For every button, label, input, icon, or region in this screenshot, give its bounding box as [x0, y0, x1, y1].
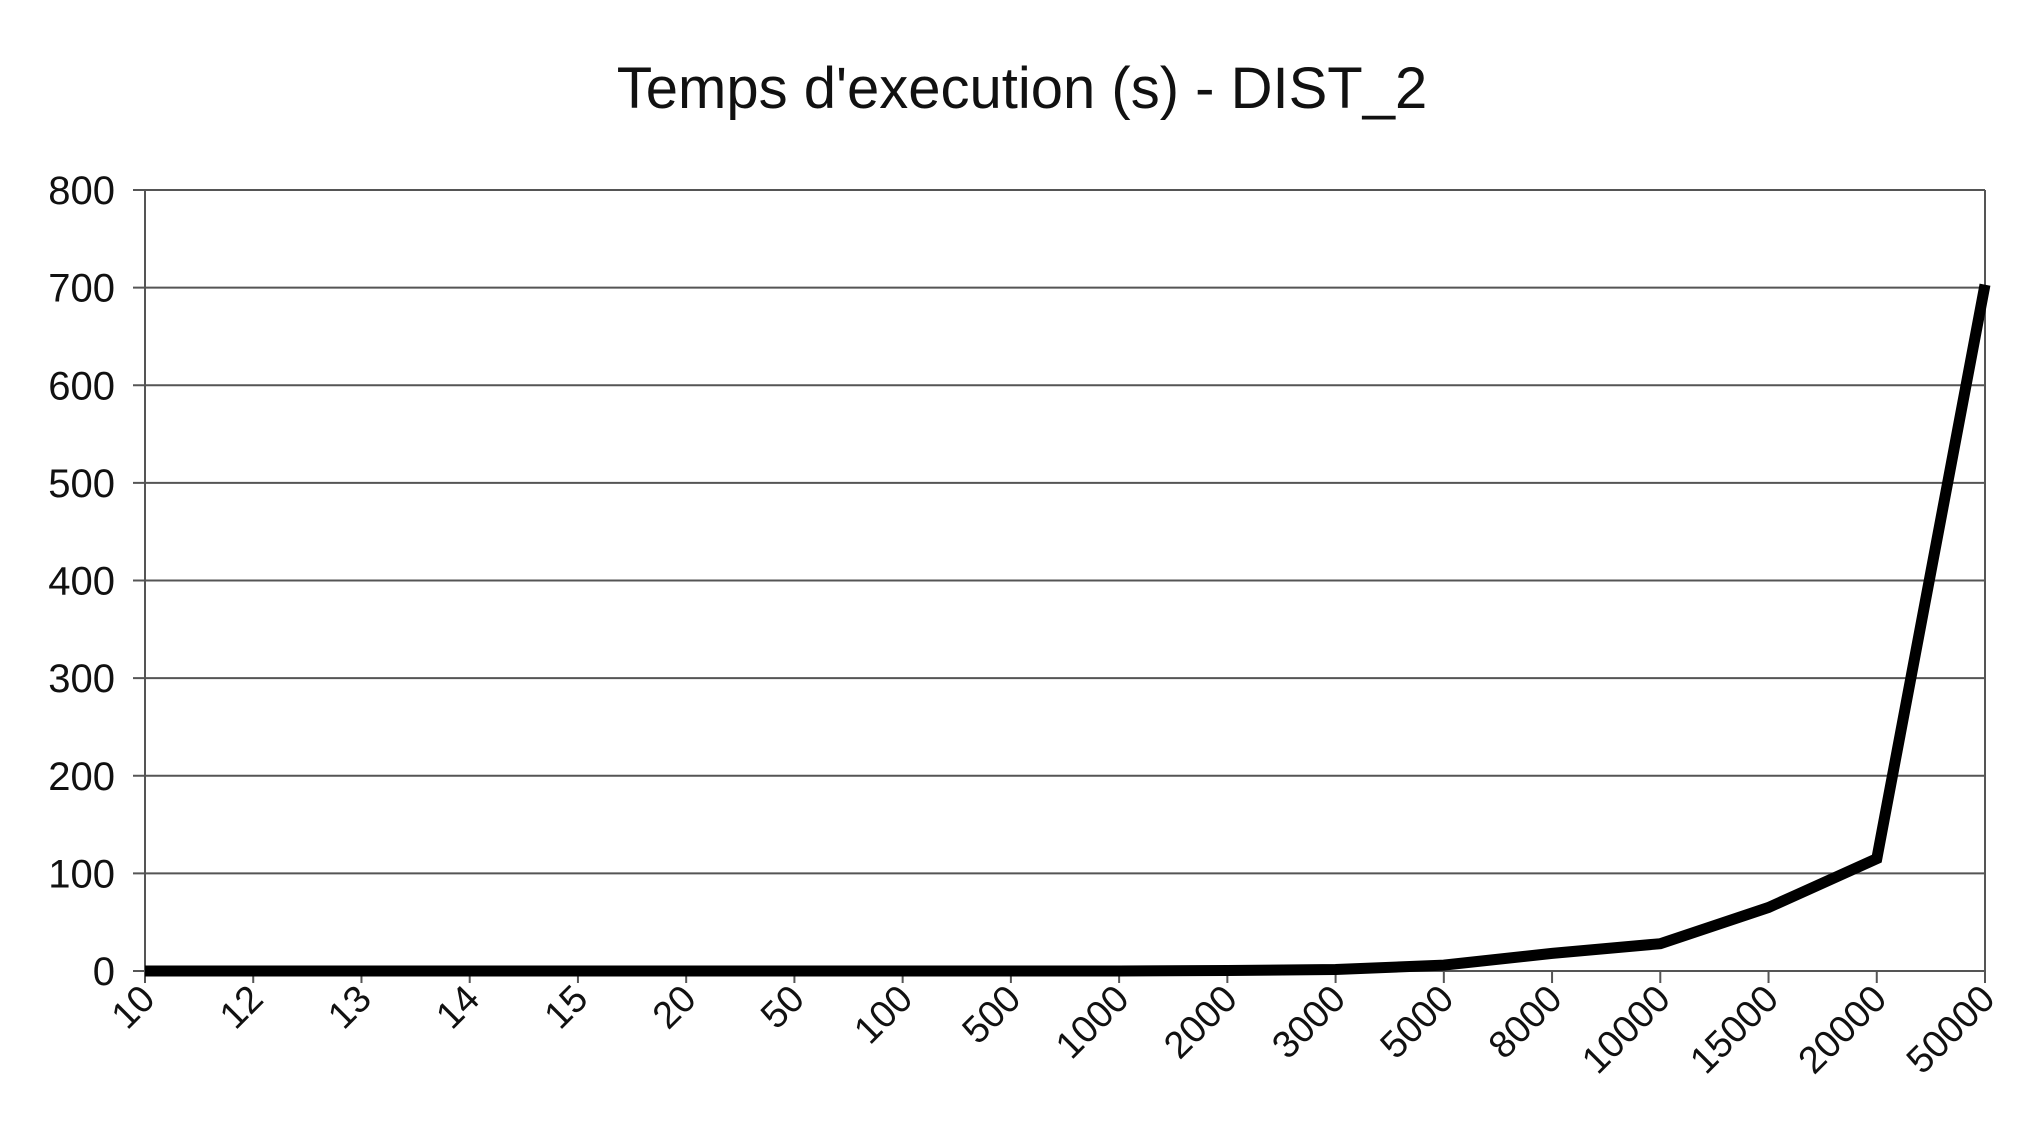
- y-tick-label-200: 200: [48, 755, 115, 799]
- y-tick-label-800: 800: [48, 169, 115, 213]
- x-tick-label-8000: 8000: [1481, 978, 1570, 1067]
- x-tick-label-3000: 3000: [1264, 978, 1353, 1067]
- y-tick-label-700: 700: [48, 267, 115, 311]
- y-axis-tick-labels: 0 100 200 300 400 500 600 700 800: [48, 169, 115, 994]
- x-axis-tick-labels: 10 12 13 14 15 20 50 100 500 1000 2000 3000 5000 8000…: [104, 978, 2004, 1082]
- x-tick-label-14: 14: [428, 978, 488, 1038]
- x-tick-label-50: 50: [753, 978, 813, 1038]
- y-tick-label-100: 100: [48, 852, 115, 896]
- x-tick-label-500: 500: [955, 978, 1030, 1053]
- x-tick-label-20: 20: [645, 978, 705, 1038]
- x-tick-label-50000: 50000: [1899, 978, 2003, 1082]
- gridlines: [145, 189, 1985, 972]
- x-tick-label-5000: 5000: [1373, 978, 1462, 1067]
- x-tick-label-10000: 10000: [1574, 978, 1678, 1082]
- axes: [133, 189, 1986, 983]
- chart-title: Temps d'execution (s) - DIST_2: [617, 56, 1427, 121]
- y-tick-label-600: 600: [48, 364, 115, 408]
- x-tick-label-15: 15: [537, 978, 597, 1038]
- x-tick-label-13: 13: [320, 978, 380, 1038]
- x-tick-label-2000: 2000: [1156, 978, 1245, 1067]
- y-tick-label-0: 0: [93, 950, 115, 994]
- series-line-0: [145, 283, 1991, 977]
- series-layer: [145, 283, 1991, 977]
- y-tick-label-400: 400: [48, 560, 115, 604]
- y-tick-label-500: 500: [48, 462, 115, 506]
- y-tick-label-300: 300: [48, 657, 115, 701]
- x-tick-label-12: 12: [212, 978, 272, 1038]
- x-tick-label-20000: 20000: [1791, 978, 1895, 1082]
- x-tick-label-1000: 1000: [1048, 978, 1137, 1067]
- x-tick-label-15000: 15000: [1682, 978, 1786, 1082]
- x-tick-label-100: 100: [846, 978, 921, 1053]
